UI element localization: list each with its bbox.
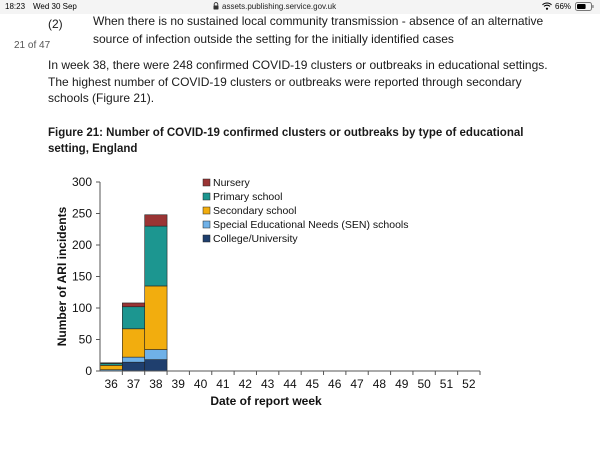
figure-title: Figure 21: Number of COVID-19 confirmed … (48, 127, 524, 155)
x-tick-label: 46 (328, 377, 342, 391)
bar-segment-nursery-week-38 (144, 214, 168, 227)
page-counter: 21 of 47 (14, 40, 51, 51)
bar-segment-primary-school-week-37 (122, 306, 145, 330)
legend-swatch-nursery (202, 178, 211, 187)
wifi-icon (542, 2, 552, 10)
status-time: 18:23 (5, 2, 26, 11)
stacked-bar-chart: 0 50 100 150 200 250 300 36 37 38 39 40 41 42 43 44 45 46… (55, 175, 481, 408)
y-tick-label: 50 (79, 333, 93, 347)
bar-segment-nursery-week-36 (99, 362, 123, 364)
x-tick-label: 43 (261, 377, 275, 391)
battery-percentage: 66% (555, 2, 572, 11)
bar-segment-secondary-school-week-37 (122, 328, 145, 358)
legend-swatch-secondary-school (202, 206, 211, 215)
x-axis-title: Date of report week (210, 394, 322, 408)
bar-segment-college-university-week-38 (144, 359, 168, 372)
y-tick-label: 200 (72, 238, 92, 252)
bar-segment-special-educational-needs-sen-schools-week-37 (122, 356, 145, 363)
y-tick-label: 250 (72, 207, 92, 221)
x-tick-label: 41 (216, 377, 230, 391)
x-tick-label: 36 (104, 377, 118, 391)
legend-label-special-educational-needs-sen-schools: Special Educational Needs (SEN) schools (213, 219, 409, 231)
legend-label-primary-school: Primary school (213, 191, 282, 203)
y-axis-title: Number of ARI incidents (55, 206, 69, 346)
status-bar: 18:23 Wed 30 Sep assets.publishing.servi… (0, 0, 600, 14)
x-tick-label: 49 (395, 377, 409, 391)
list-item-text-line2: source of infection outside the setting … (93, 32, 454, 46)
address-bar-url[interactable]: assets.publishing.service.gov.uk (222, 2, 337, 11)
x-tick-label: 40 (194, 377, 208, 391)
bar-segment-college-university-week-37 (122, 361, 145, 372)
x-tick-label: 39 (172, 377, 186, 391)
bar-segment-primary-school-week-38 (144, 225, 168, 287)
legend-swatch-college-university (202, 234, 211, 243)
legend-label-secondary-school: Secondary school (213, 205, 296, 217)
x-tick-label: 51 (440, 377, 454, 391)
x-tick-label: 45 (306, 377, 320, 391)
y-tick-label: 300 (72, 175, 92, 189)
x-tick-label: 52 (462, 377, 476, 391)
legend-swatch-special-educational-needs-sen-schools (202, 220, 211, 229)
bar-segment-special-educational-needs-sen-schools-week-38 (144, 349, 168, 360)
legend-swatch-primary-school (202, 192, 211, 201)
x-tick-label: 48 (373, 377, 387, 391)
bar-segment-secondary-school-week-38 (144, 285, 168, 350)
y-tick-label: 150 (72, 270, 92, 284)
x-tick-label: 44 (283, 377, 297, 391)
bar-segment-secondary-school-week-36 (99, 365, 123, 371)
x-tick-label: 42 (239, 377, 253, 391)
x-tick-label: 50 (417, 377, 431, 391)
x-tick-label: 37 (127, 377, 141, 391)
x-tick-label: 47 (350, 377, 364, 391)
body-paragraph: In week 38, there were 248 confirmed COV… (48, 58, 548, 105)
y-tick-label: 100 (72, 301, 92, 315)
status-date: Wed 30 Sep (33, 2, 77, 11)
bar-segment-nursery-week-37 (122, 302, 145, 308)
list-marker: (2) (48, 17, 63, 31)
legend-label-college-university: College/University (213, 233, 298, 245)
legend-label-nursery: Nursery (213, 177, 251, 189)
list-item-text-line1: When there is no sustained local communi… (93, 14, 544, 28)
battery-icon (575, 2, 594, 11)
x-tick-label: 38 (149, 377, 163, 391)
lock-icon (213, 2, 219, 10)
y-tick-label: 0 (85, 364, 92, 378)
